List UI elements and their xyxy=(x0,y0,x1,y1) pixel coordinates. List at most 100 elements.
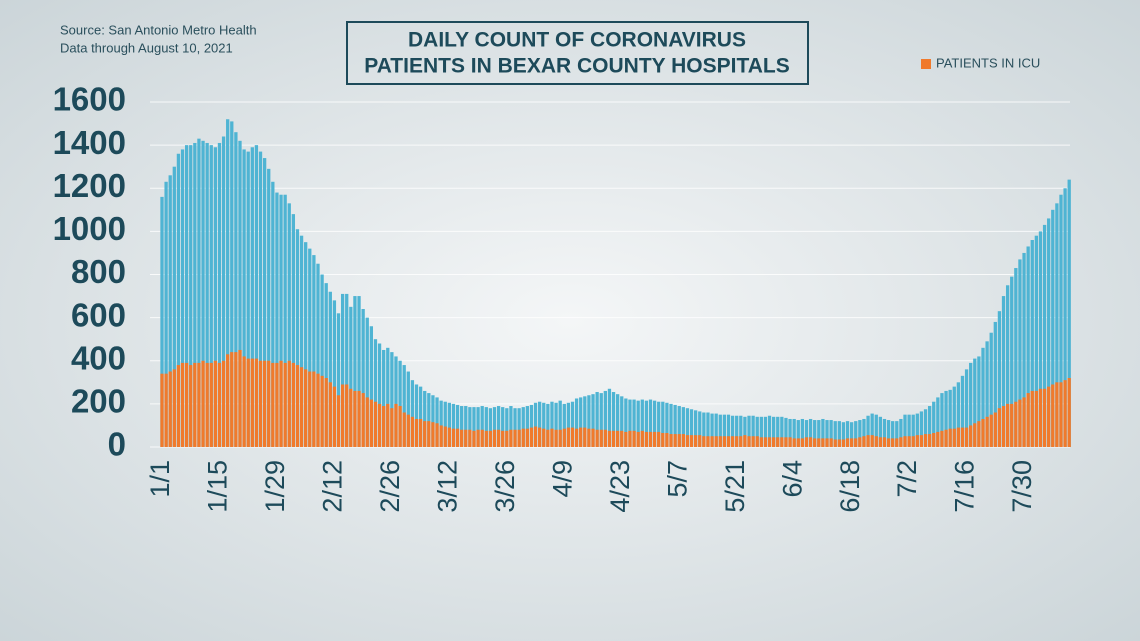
bar xyxy=(771,416,776,447)
bar xyxy=(1022,397,1026,447)
bar xyxy=(382,349,386,447)
bar xyxy=(591,428,595,447)
bar xyxy=(221,136,226,447)
bar xyxy=(455,404,460,447)
bar xyxy=(788,437,792,447)
bar xyxy=(1026,246,1030,447)
bar xyxy=(636,400,640,447)
bar xyxy=(788,418,792,447)
bar xyxy=(447,402,451,447)
bar xyxy=(751,436,755,447)
legend-swatch xyxy=(921,59,931,69)
bar xyxy=(981,347,985,447)
bar xyxy=(431,395,435,447)
bar xyxy=(1005,403,1010,447)
bar xyxy=(299,367,304,447)
bar xyxy=(164,181,168,447)
bar xyxy=(505,408,509,447)
bar xyxy=(538,401,542,447)
bar xyxy=(940,393,944,447)
bar xyxy=(213,360,218,447)
bar xyxy=(1034,235,1039,447)
bar xyxy=(694,410,698,447)
bar xyxy=(895,438,899,447)
bar xyxy=(628,430,632,447)
x-tick-label: 6/18 xyxy=(835,460,865,513)
bar xyxy=(336,395,341,447)
bar xyxy=(981,418,985,447)
bar xyxy=(340,384,345,447)
bar xyxy=(767,437,772,447)
bar xyxy=(698,435,702,447)
x-tick-label: 3/26 xyxy=(490,460,520,513)
bar xyxy=(767,415,772,447)
bar xyxy=(673,404,677,447)
bar xyxy=(1067,179,1071,447)
bar xyxy=(570,427,575,447)
bar xyxy=(919,411,924,447)
bar xyxy=(808,437,813,447)
bar xyxy=(431,422,435,447)
bar xyxy=(579,427,583,447)
bar xyxy=(685,435,690,447)
bar xyxy=(254,145,259,447)
bar xyxy=(189,365,193,447)
bar xyxy=(312,255,316,447)
bar xyxy=(784,417,788,447)
bar xyxy=(574,398,579,447)
bar xyxy=(718,436,722,447)
bar xyxy=(1018,259,1022,447)
bar xyxy=(369,326,374,447)
bar xyxy=(414,418,419,447)
bar xyxy=(800,438,805,447)
bar xyxy=(960,427,965,447)
bar xyxy=(230,352,234,447)
bar xyxy=(878,416,883,447)
bar xyxy=(349,306,353,447)
bar xyxy=(542,428,546,447)
bar xyxy=(1059,194,1063,447)
bar xyxy=(238,349,242,447)
bar xyxy=(932,432,936,447)
bar xyxy=(636,431,640,447)
bar xyxy=(780,416,784,447)
bar xyxy=(706,436,710,447)
bar xyxy=(907,436,911,447)
bar xyxy=(546,403,550,447)
legend-label: PATIENTS IN ICU xyxy=(936,55,1040,70)
bar xyxy=(673,434,677,447)
bar xyxy=(829,438,833,447)
bar xyxy=(661,432,665,447)
bar xyxy=(435,397,439,447)
bar xyxy=(907,414,911,447)
bar xyxy=(394,356,398,447)
bar xyxy=(209,145,213,447)
bar xyxy=(800,418,805,447)
bar xyxy=(1038,231,1043,447)
bar xyxy=(291,214,296,447)
bar xyxy=(874,436,878,447)
bar xyxy=(201,140,205,447)
bar xyxy=(1047,386,1051,447)
bar xyxy=(780,437,784,447)
bar xyxy=(603,390,607,447)
bar xyxy=(677,434,681,447)
bar xyxy=(501,407,505,447)
bar xyxy=(418,418,423,447)
bar xyxy=(1001,296,1006,447)
bar xyxy=(899,437,903,447)
bar xyxy=(923,434,928,447)
bar xyxy=(386,403,390,447)
bar xyxy=(698,411,702,447)
bar xyxy=(616,430,620,447)
bar xyxy=(472,407,476,447)
bar xyxy=(279,360,283,447)
bar xyxy=(952,386,956,447)
bar xyxy=(460,406,464,447)
bar xyxy=(825,438,829,447)
bar xyxy=(620,430,624,447)
bar xyxy=(948,428,952,447)
bar xyxy=(513,408,517,447)
source: Source: San Antonio Metro Health xyxy=(60,22,257,37)
bar xyxy=(821,438,825,447)
